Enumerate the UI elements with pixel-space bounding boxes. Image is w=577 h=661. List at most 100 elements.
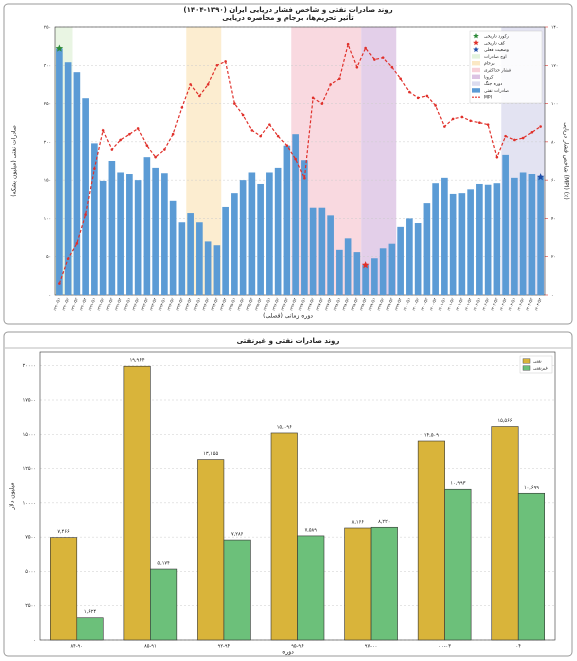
mpi-point	[486, 123, 490, 126]
bar	[327, 215, 334, 295]
x-tick-label: ۱۳۹۷-Q۴	[324, 297, 332, 311]
value-label: ۵,۱۷۴	[157, 561, 170, 567]
bar	[344, 238, 352, 295]
x-tick-label: ۰۰-۰۳	[438, 644, 451, 650]
bar	[517, 492, 546, 641]
x-tick-label: ۱۳۹۶-Q۲	[272, 297, 280, 311]
value-label: ۱۵,۵۶۶	[497, 418, 512, 424]
bar	[266, 172, 273, 295]
bar	[150, 568, 178, 641]
bar	[484, 184, 492, 295]
mpi-point	[443, 125, 446, 128]
y-tick-label: ۱۷۵۰۰	[23, 398, 36, 404]
mpi-point	[355, 65, 359, 69]
mpi-point	[513, 138, 516, 142]
y2-tick-label: ۱۰۰	[551, 102, 558, 107]
bar	[370, 526, 398, 641]
x-tick-label: ۱۴۰۰-Q۴	[429, 297, 437, 311]
legend-label: اوج صادرات	[484, 55, 507, 60]
value-label: ۷,۴۶۶	[57, 529, 70, 535]
bar	[178, 222, 186, 295]
bar	[123, 365, 151, 641]
y-tick-label: ۱۵۰۰۰	[23, 432, 36, 438]
bar	[283, 145, 291, 295]
mpi-point	[504, 134, 507, 138]
value-label: ۱۰,۶۹۹	[524, 485, 539, 491]
legend-label: وضعیت فعلی	[484, 48, 509, 53]
mpi-point	[381, 56, 385, 59]
y-tick-label: ۲۰۰	[44, 140, 51, 145]
y2-tick-label: ۸۰	[551, 140, 556, 145]
bar	[187, 213, 194, 295]
mpi-point	[521, 136, 525, 140]
bar	[458, 193, 466, 295]
bar	[56, 48, 63, 295]
mpi-point	[75, 242, 79, 245]
bar	[309, 207, 317, 295]
bar	[73, 72, 81, 295]
bar	[64, 62, 72, 296]
bar	[519, 172, 527, 295]
legend-label: صادرات نفتی	[484, 89, 509, 94]
y-tick-label: ۷۵۰۰	[25, 535, 36, 541]
legend-label: کف تاریخی	[484, 40, 506, 46]
bar	[231, 193, 238, 295]
mpi-point	[469, 119, 472, 123]
x-tick-label: ۹۵-۹۶	[291, 644, 304, 650]
y-axis-label: میلیون دلار	[9, 482, 16, 510]
mpi-point	[495, 155, 499, 159]
mpi-point	[460, 115, 464, 119]
bar	[432, 183, 439, 295]
x-tick-label: ۹۲-۹۴	[218, 644, 231, 650]
x-tick-label: ۱۳۹۹-Q۲	[377, 297, 385, 311]
x-tick-label: ۱۴۰۱-Q۱	[438, 297, 446, 311]
value-label: ۸,۱۶۶	[352, 520, 365, 526]
x-tick-label: ۱۳۹۱-Q۱	[88, 297, 96, 311]
x-tick-label: ۱۳۹۲-Q۲	[132, 297, 140, 311]
x-tick-label: ۱۳۹۷-Q۲	[307, 297, 315, 311]
x-tick-label: ۱۳۹۱-Q۴	[114, 297, 122, 311]
legend-box	[469, 30, 543, 104]
mpi-point	[539, 125, 542, 128]
x-tick-label: ۱۳۹۰-Q۱	[53, 297, 61, 311]
x-tick-label: ۱۴۰۲-Q۴	[499, 297, 507, 311]
x-tick-label: ۱۳۹۵-Q۱	[228, 297, 236, 311]
bar	[397, 226, 404, 295]
bar	[91, 143, 98, 295]
chart-title: روند صادرات نفتی و غیرنفتی	[237, 337, 340, 345]
x-tick-label: ۱۴۰۳-Q۴	[534, 297, 542, 311]
value-label: ۱۰,۹۹۳	[450, 481, 465, 487]
y-tick-label: ۳۵۰	[44, 25, 51, 31]
bar	[336, 249, 343, 295]
marker-star	[55, 44, 64, 52]
bar	[152, 167, 159, 295]
y-tick-label: ۱۰۰	[44, 217, 51, 222]
x-tick-label: ۱۳۹۵-Q۴	[254, 297, 262, 311]
x-tick-label: ۱۴۰۱-Q۲	[447, 297, 455, 311]
bar	[301, 160, 308, 295]
legend-label: رکورد تاریخی	[484, 34, 509, 40]
mpi-point	[215, 63, 219, 67]
mpi-point	[93, 167, 96, 170]
y2-tick-label: ۰	[551, 294, 553, 299]
bar	[197, 459, 225, 641]
mpi-point	[478, 121, 481, 125]
mpi-point	[206, 83, 210, 86]
x-tick-label: ۱۴۰۱-Q۴	[464, 297, 472, 311]
x-tick-label: ۱۳۹۷-Q۱	[298, 297, 306, 311]
value-label: ۱,۶۲۴	[84, 609, 97, 615]
chart-title: روند صادرات نفتی و شاخص فشار دریایی ایرا…	[183, 6, 392, 14]
bar	[379, 248, 387, 295]
x-tick-label: ۱۳۹۳-Q۲	[167, 297, 175, 311]
legend-label: فشار حداکثری	[484, 68, 511, 74]
mpi-point	[119, 138, 122, 142]
bar	[297, 535, 325, 641]
legend-symbol	[522, 358, 531, 364]
x-tick-label: ۸۵-۹۱	[144, 644, 157, 650]
value-label: ۷,۲۸۶	[231, 532, 244, 538]
legend-symbol	[473, 46, 479, 53]
bar	[292, 134, 299, 295]
marker-star	[361, 261, 370, 269]
bar	[444, 488, 472, 641]
mpi-point	[294, 157, 297, 161]
